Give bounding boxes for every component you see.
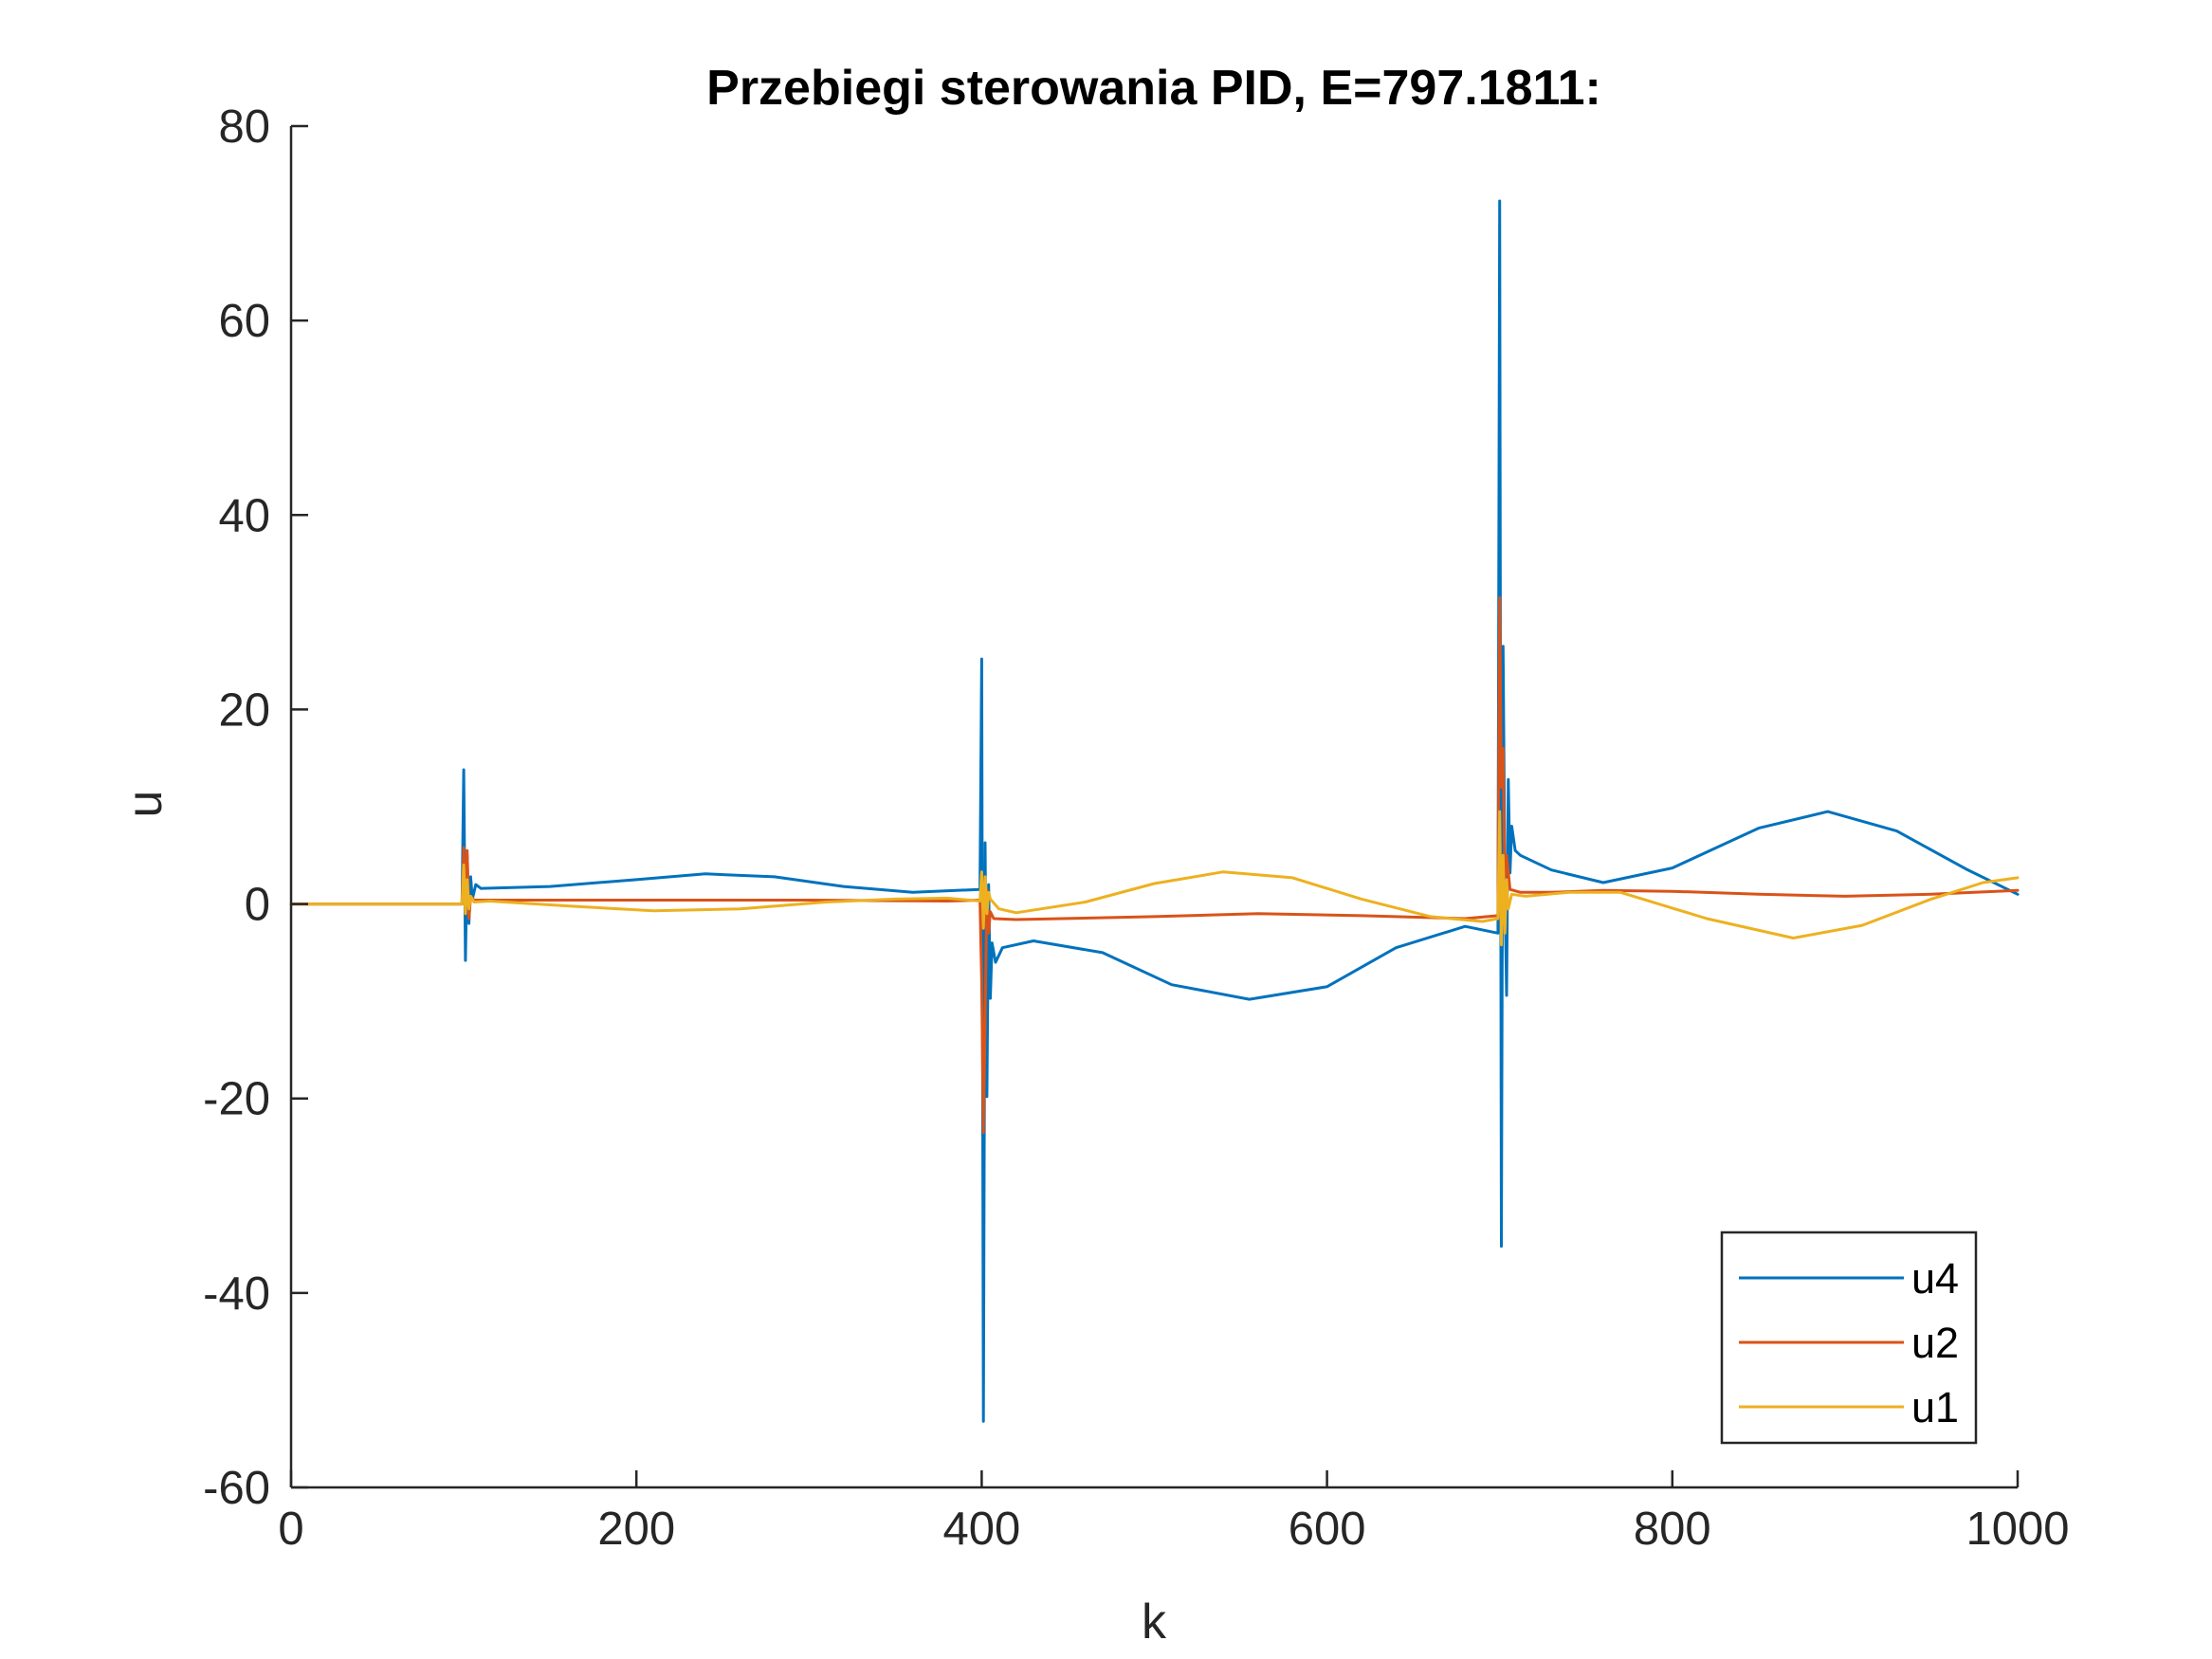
y-axis-label: u [118,791,173,818]
y-tick-label: 20 [218,684,270,736]
y-tick-label: -20 [203,1074,270,1125]
series-line-u1 [289,810,2020,947]
y-tick-label: 80 [218,101,270,153]
legend-label-u1: u1 [1911,1383,1959,1431]
x-tick-label: 800 [1634,1504,1711,1555]
x-axis-label: k [1142,1595,1167,1650]
series-layer [289,199,2020,1423]
x-tick-label: 200 [597,1504,675,1555]
y-tick-label: -40 [203,1268,270,1320]
chart-title: Przebiegi sterowania PID, E=797.1811: [706,61,1601,116]
y-tick-label: -60 [203,1463,270,1514]
legend-label-u4: u4 [1911,1254,1959,1303]
series-line-u4 [289,199,2020,1423]
x-tick-label: 1000 [1965,1504,2069,1555]
x-axis-ticks: 0 200 400 600 800 1000 [278,1470,2070,1555]
legend-label-u2: u2 [1911,1319,1959,1367]
x-tick-label: 600 [1289,1504,1366,1555]
y-tick-label: 0 [245,880,270,931]
axes-layer [289,126,2018,1489]
y-tick-label: 40 [218,490,270,541]
x-tick-label: 400 [943,1504,1021,1555]
legend-items: u4 u2 u1 [1739,1254,1959,1431]
legend: u4 u2 u1 [1720,1231,1978,1445]
y-axis-ticks: -60 -40 -20 0 20 40 60 80 [203,101,308,1514]
y-tick-label: 60 [218,296,270,347]
x-tick-label: 0 [278,1504,303,1555]
